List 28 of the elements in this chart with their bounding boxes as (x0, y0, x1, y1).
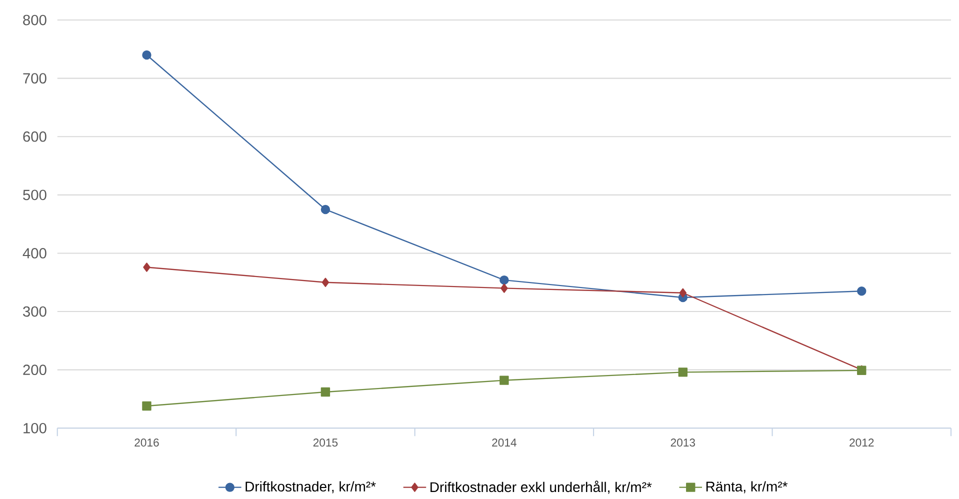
y-tick-label: 800 (23, 14, 46, 26)
point (500, 275, 509, 285)
point (320, 204, 330, 214)
x-tick-label: 2015 (313, 438, 338, 446)
point (143, 262, 150, 272)
y-tick-label: 300 (23, 306, 46, 317)
point (142, 401, 152, 410)
x-tick-label: 2016 (134, 438, 159, 446)
y-tick-label: 500 (23, 190, 46, 200)
legend-label: Driftkostnader exkl underhåll, kr/m²* (430, 480, 652, 494)
point (500, 376, 509, 385)
y-tick-label: 700 (23, 72, 46, 84)
legend-label: Ränta, kr/m²* (706, 481, 788, 494)
x-tick-label: 2014 (492, 438, 516, 446)
x-tick-label: 2012 (850, 438, 874, 446)
y-tick-label: 200 (23, 364, 46, 375)
point (322, 278, 330, 287)
point (142, 50, 152, 60)
point (320, 387, 330, 396)
y-tick-label: 400 (22, 248, 46, 258)
y-tick-label: 100 (24, 422, 46, 434)
point (500, 283, 508, 293)
point (857, 286, 866, 296)
x-tick-label: 2013 (670, 438, 696, 446)
y-tick-label: 600 (23, 131, 46, 142)
point (679, 288, 687, 298)
point (678, 367, 688, 377)
legend-label: Driftkostnader, kr/m²* (246, 481, 376, 494)
